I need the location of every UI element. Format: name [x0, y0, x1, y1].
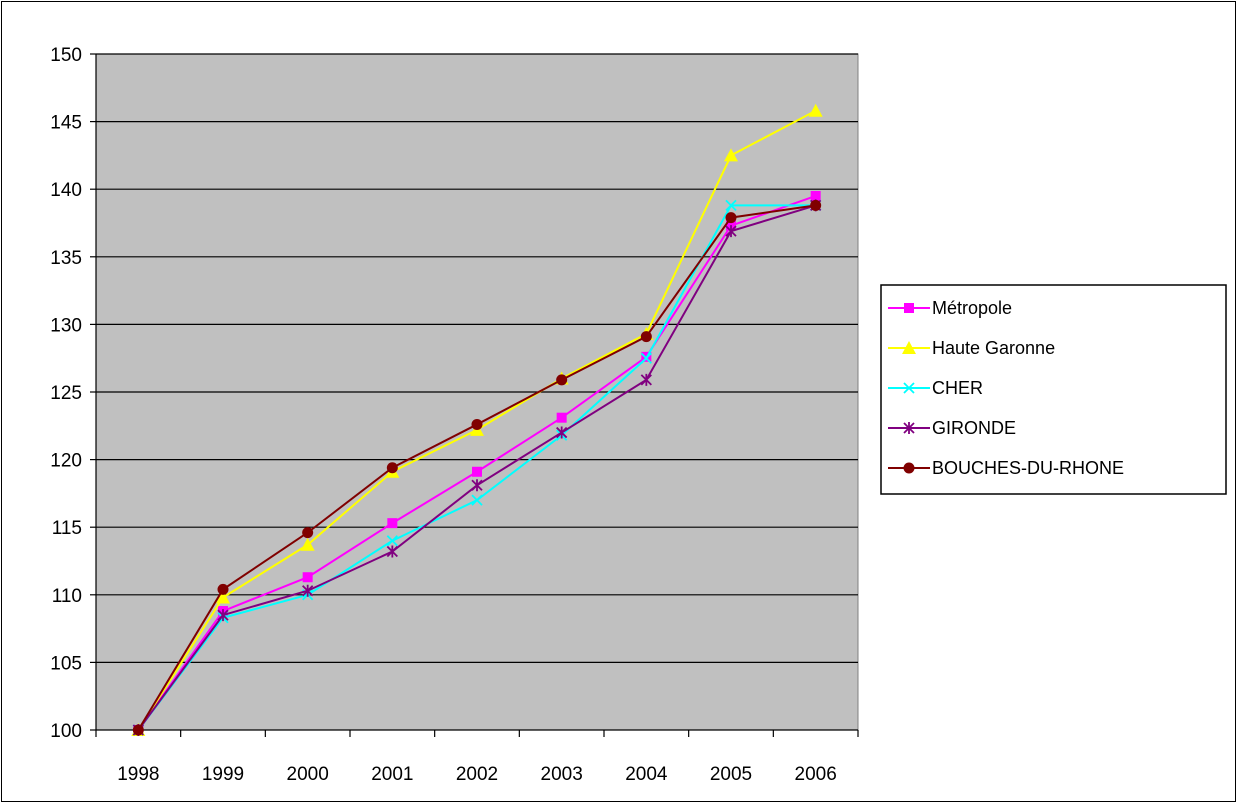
- legend-item: CHER: [888, 378, 983, 398]
- data-point: [471, 479, 483, 492]
- data-point: [556, 412, 567, 423]
- y-tick-label: 120: [50, 451, 82, 472]
- x-tick-label: 2000: [287, 764, 329, 785]
- x-axis: 1998 1999 2000 2001 2002 2003 2004 2005 2006: [95, 729, 859, 785]
- y-tick-label: 125: [50, 383, 82, 404]
- data-point: [217, 609, 229, 622]
- legend-marker: [903, 422, 915, 434]
- series-layer: [131, 103, 823, 736]
- legend-item: Haute Garonne: [888, 338, 1055, 358]
- x-tick-label: 2006: [795, 764, 837, 785]
- x-tick-label: 1998: [117, 764, 159, 785]
- data-point: [556, 426, 568, 439]
- data-point: [471, 418, 483, 430]
- legend-marker: [902, 341, 916, 354]
- data-point: [725, 225, 737, 238]
- x-tick-label: 2001: [371, 764, 413, 785]
- x-tick-label: 2002: [456, 764, 498, 785]
- data-point: [472, 466, 482, 477]
- data-point: [302, 527, 314, 539]
- data-point: [386, 545, 398, 558]
- data-point: [471, 494, 483, 506]
- series-bouches-du-rhone: [132, 199, 822, 736]
- y-tick-label: 150: [50, 45, 82, 66]
- y-axis: 100 105 110 115 120 125 130 135 140 145 150: [50, 45, 97, 742]
- data-point: [640, 331, 652, 343]
- y-tick-label: 100: [50, 721, 82, 742]
- y-tick-label: 135: [50, 248, 82, 269]
- legend-label: Haute Garonne: [932, 338, 1055, 358]
- data-point: [808, 103, 823, 117]
- legend-marker: [903, 462, 915, 474]
- y-tick-label: 105: [50, 653, 82, 674]
- legend-marker: [904, 303, 914, 313]
- legend-item: Métropole: [888, 298, 1012, 318]
- gridlines: [96, 53, 858, 664]
- data-point: [640, 352, 652, 364]
- legend-label: BOUCHES-DU-RHONE: [932, 458, 1124, 478]
- legend-item: BOUCHES-DU-RHONE: [888, 458, 1124, 478]
- x-tick-label: 2004: [625, 764, 668, 785]
- data-point: [810, 190, 821, 201]
- data-point: [216, 590, 230, 604]
- legend-box: [880, 284, 1227, 495]
- legend: Métropole Haute Garonne CHER GIRONDE BOUCHES…: [880, 284, 1227, 495]
- data-point: [302, 572, 313, 583]
- data-point: [810, 199, 822, 211]
- data-point: [386, 535, 398, 547]
- data-point: [217, 583, 229, 595]
- legend-label: CHER: [932, 378, 983, 398]
- legend-label: GIRONDE: [932, 418, 1016, 438]
- data-point: [725, 199, 737, 212]
- data-point: [300, 537, 315, 551]
- legend-label: Métropole: [932, 298, 1012, 318]
- data-point: [724, 148, 738, 162]
- data-point: [132, 724, 144, 736]
- x-tick-label: 2005: [710, 764, 752, 785]
- data-point: [640, 373, 652, 386]
- x-tick-label: 2003: [541, 764, 583, 785]
- data-point: [556, 374, 568, 386]
- data-point: [302, 584, 314, 597]
- data-point: [386, 462, 398, 474]
- data-point: [387, 518, 398, 529]
- legend-item: GIRONDE: [888, 418, 1016, 438]
- data-point: [725, 212, 737, 224]
- y-tick-label: 145: [50, 113, 82, 134]
- y-tick-label: 130: [50, 315, 82, 336]
- legend-marker: [903, 382, 915, 394]
- y-tick-label: 140: [50, 180, 82, 201]
- x-tick-label: 1999: [202, 764, 244, 785]
- y-tick-label: 115: [52, 518, 82, 539]
- y-tick-label: 110: [52, 586, 82, 607]
